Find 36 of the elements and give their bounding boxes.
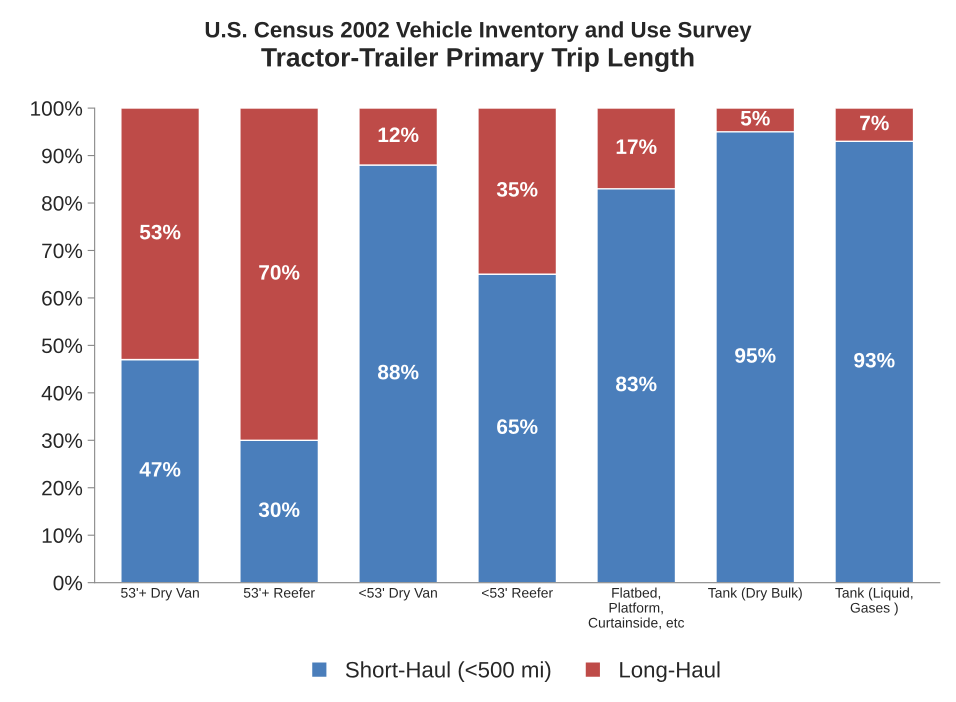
y-tick-label: 40% <box>42 386 82 401</box>
data-label: 47% <box>140 462 180 477</box>
data-label: 7% <box>860 116 889 130</box>
data-label: 65% <box>497 419 538 434</box>
y-tick-label: 0% <box>54 576 82 590</box>
x-tick-label: 53'+ Reefer <box>244 588 315 598</box>
data-label: 93% <box>854 352 895 368</box>
y-tick-label: 90% <box>42 148 82 164</box>
chart-title: U.S. Census 2002 Vehicle Inventory and Use Survey <box>206 21 752 42</box>
data-label: 12% <box>378 127 418 142</box>
y-tick-label: 60% <box>42 290 82 306</box>
data-label: 53% <box>140 224 180 240</box>
x-tick-label: <53' Dry Van <box>359 588 437 600</box>
data-label: 5% <box>740 110 770 126</box>
data-label: 70% <box>259 265 300 280</box>
x-tick-label: Tank (Liquid, Gases ) <box>835 588 912 616</box>
data-label: 95% <box>735 348 776 363</box>
x-tick-label: 53'+ Dry Van <box>121 588 199 600</box>
data-label: 88% <box>378 364 418 380</box>
legend-label: Short-Haul (<500 mi) <box>346 661 550 682</box>
y-tick-label: 80% <box>42 196 82 211</box>
y-tick-label: 70% <box>42 243 82 258</box>
y-tick-label: 50% <box>42 338 82 354</box>
x-tick-label: Tank (Dry Bulk) <box>708 588 802 600</box>
data-label: 17% <box>616 139 657 154</box>
data-label: 30% <box>258 502 300 518</box>
y-tick-label: 100% <box>31 101 82 116</box>
chart-subtitle: Tractor-Trailer Primary Trip Length <box>261 47 694 72</box>
x-tick-label: <53' Reefer <box>482 588 553 598</box>
y-tick-label: 10% <box>42 528 82 543</box>
legend-label: Long-Haul <box>620 661 720 682</box>
data-label: 35% <box>496 182 538 197</box>
x-tick-label: Flatbed, Platform, Curtainside, etc <box>588 588 684 630</box>
y-tick-label: 20% <box>42 480 82 496</box>
data-label: 83% <box>616 376 657 392</box>
y-tick-label: 30% <box>42 433 82 448</box>
